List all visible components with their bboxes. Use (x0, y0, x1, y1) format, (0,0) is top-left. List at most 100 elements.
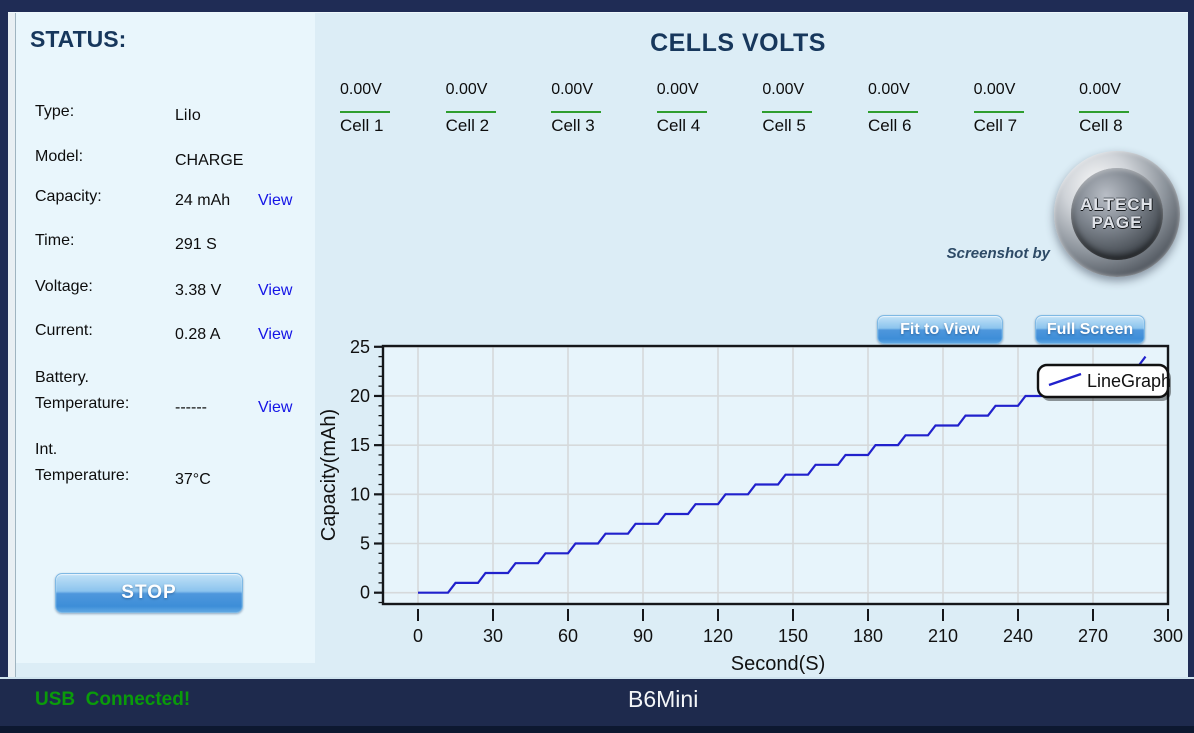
cell-5: 0.00V Cell 5 (762, 81, 868, 136)
cells-volts-title: CELLS VOLTS (650, 29, 826, 57)
capacity-line (418, 355, 1147, 594)
cell-4: 0.00V Cell 4 (656, 81, 763, 136)
cell-5-label: Cell 5 (762, 116, 806, 135)
x-tick-label: 0 (413, 626, 423, 646)
cell-6-rule (867, 111, 918, 113)
cell-7-label: Cell 7 (973, 116, 1018, 135)
voltage-view-link[interactable]: View (258, 282, 293, 299)
status-row-time: Time: 291 S (16, 228, 315, 254)
voltage-label: Voltage: (35, 278, 93, 295)
x-tick-label: 90 (633, 626, 653, 646)
cells-row: 0.00V Cell 1 0.00V Cell 2 0.00V Cell 3 0… (340, 81, 1185, 136)
current-value: 0.28 A (175, 326, 221, 343)
status-panel: STATUS: Type: LiIo Model: CHARGE Capacit… (16, 13, 315, 663)
status-row-int-temperature: Int. Temperature: 37°C (16, 435, 315, 489)
y-tick-label: 20 (350, 386, 370, 406)
y-tick-label: 5 (360, 534, 370, 554)
cell-8-label: Cell 8 (1079, 116, 1123, 135)
stop-button[interactable]: STOP (55, 573, 243, 613)
cell-4-rule (656, 111, 707, 113)
y-tick-label: 10 (350, 484, 370, 504)
logo-globe: ALTECH PAGE (1071, 168, 1163, 260)
device-name: B6Mini (628, 686, 699, 712)
y-tick-label: 15 (350, 435, 370, 455)
cell-7-voltage: 0.00V (973, 81, 1016, 98)
cell-4-label: Cell 4 (656, 116, 701, 135)
window-bottom-edge (0, 726, 1194, 733)
battery-temperature-label: Battery. Temperature: (35, 369, 130, 412)
cell-4-voltage: 0.00V (656, 81, 699, 98)
int-temperature-label: Int. Temperature: (35, 441, 130, 484)
time-value: 291 S (175, 236, 217, 253)
capacity-view-link[interactable]: View (258, 192, 293, 209)
time-label: Time: (35, 232, 75, 249)
battery-temperature-view-link[interactable]: View (258, 399, 293, 416)
x-tick-label: 300 (1153, 626, 1183, 646)
usb-status: USB Connected! (35, 689, 191, 710)
int-temperature-value: 37°C (175, 471, 211, 488)
capacity-value: 24 mAh (175, 192, 231, 209)
voltage-value: 3.38 V (175, 282, 222, 299)
legend-label: LineGraph (1087, 371, 1171, 391)
cell-2: 0.00V Cell 2 (445, 81, 552, 136)
cell-6-voltage: 0.00V (867, 81, 910, 98)
battery-temperature-value: ------ (175, 399, 207, 416)
cell-2-voltage: 0.00V (445, 81, 488, 98)
status-row-current: Current: 0.28 A View (16, 318, 315, 344)
status-row-battery-temperature: Battery. Temperature: ------ View (16, 363, 315, 417)
cell-8-rule (1079, 111, 1130, 113)
x-tick-label: 60 (558, 626, 578, 646)
type-value: LiIo (175, 107, 201, 124)
cell-5-voltage: 0.00V (762, 81, 805, 98)
cell-5-rule (762, 111, 813, 113)
cell-7-rule (973, 111, 1024, 113)
logo-text-bottom: PAGE (1091, 213, 1143, 232)
cell-6-label: Cell 6 (867, 116, 912, 135)
x-tick-label: 30 (483, 626, 503, 646)
altech-page-logo-icon: ALTECH PAGE (1054, 151, 1180, 277)
x-tick-label: 270 (1078, 626, 1108, 646)
screenshot-by-caption: Screenshot by (946, 245, 1050, 262)
cell-1: 0.00V Cell 1 (340, 81, 446, 136)
x-tick-label: 240 (1003, 626, 1033, 646)
x-axis-label: Second(S) (731, 653, 826, 675)
legend-line-sample (1048, 372, 1082, 387)
current-view-link[interactable]: View (258, 326, 293, 343)
cell-3-rule (551, 111, 602, 113)
cell-1-label: Cell 1 (340, 116, 384, 135)
capacity-label: Capacity: (35, 188, 102, 205)
cell-1-rule (340, 111, 390, 113)
status-row-voltage: Voltage: 3.38 V View (16, 274, 315, 300)
left-edge-strip (8, 13, 16, 678)
x-tick-label: 120 (703, 626, 733, 646)
capacity-chart: 0 5 10 15 20 25 0 30 60 90 120 150 180 210 240 270 300 Se… (318, 337, 1194, 675)
cell-3-voltage: 0.00V (551, 81, 593, 98)
y-tick-label: 25 (350, 339, 370, 357)
cell-2-label: Cell 2 (445, 116, 490, 135)
main-window: STATUS: Type: LiIo Model: CHARGE Capacit… (8, 12, 1188, 678)
cell-1-voltage: 0.00V (340, 81, 382, 98)
cell-6: 0.00V Cell 6 (867, 81, 974, 136)
current-label: Current: (35, 322, 93, 339)
cell-7: 0.00V Cell 7 (973, 81, 1080, 136)
chart-legend: LineGraph (1036, 363, 1171, 401)
type-label: Type: (35, 103, 75, 120)
y-axis-label: Capacity(mAh) (318, 409, 340, 541)
footer-bar: USB Connected! B6Mini (0, 677, 1194, 726)
model-value: CHARGE (175, 152, 244, 169)
fit-to-view-button[interactable]: Fit to View (877, 315, 1003, 344)
cell-8: 0.00V Cell 8 (1079, 81, 1185, 136)
capacity-line-chart: 0 5 10 15 20 25 0 30 60 90 120 150 180 210 240 270 300 Se… (318, 337, 1183, 675)
x-tick-label: 210 (928, 626, 958, 646)
status-row-model: Model: CHARGE (16, 144, 315, 170)
cell-8-voltage: 0.00V (1079, 81, 1121, 98)
status-panel-title: STATUS: (30, 26, 127, 52)
status-row-capacity: Capacity: 24 mAh View (16, 184, 315, 210)
cell-2-rule (445, 111, 496, 113)
model-label: Model: (35, 148, 84, 165)
x-tick-label: 180 (853, 626, 883, 646)
status-row-type: Type: LiIo (16, 99, 315, 125)
y-tick-label: 0 (360, 583, 370, 603)
x-tick-label: 150 (778, 626, 808, 646)
full-screen-button[interactable]: Full Screen (1035, 315, 1145, 344)
